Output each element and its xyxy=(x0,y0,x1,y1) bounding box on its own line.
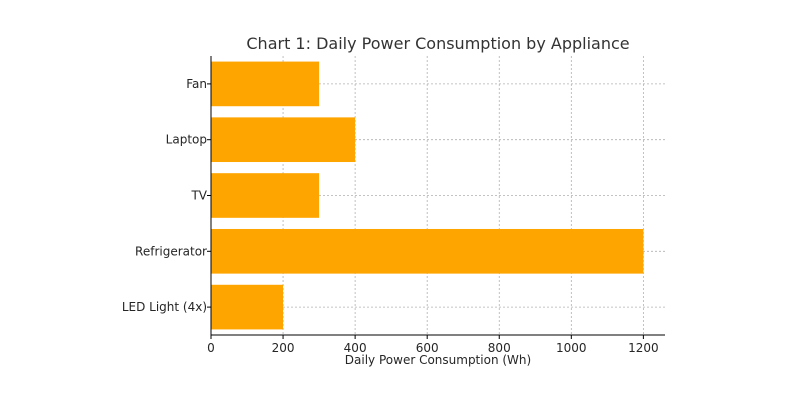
label-layer: 0 200 400 600 800 1000 1200 LED Light (4x) Refri… xyxy=(122,77,659,355)
y-tick-label: Laptop xyxy=(166,133,207,147)
y-tick-label: LED Light (4x) xyxy=(122,300,207,314)
bar xyxy=(211,117,356,163)
x-axis-label: Daily Power Consumption (Wh) xyxy=(345,353,531,367)
x-tick-label: 400 xyxy=(344,341,367,355)
x-tick-label: 1000 xyxy=(556,341,587,355)
chart-title: Chart 1: Daily Power Consumption by Appl… xyxy=(246,34,629,53)
y-tick-label: TV xyxy=(190,189,207,203)
x-tick-label: 600 xyxy=(416,341,439,355)
bar-layer xyxy=(211,61,644,330)
x-tick-label: 0 xyxy=(207,341,215,355)
y-tick-label: Fan xyxy=(186,77,207,91)
x-tick-label: 800 xyxy=(488,341,511,355)
axis-layer xyxy=(207,56,665,339)
bar xyxy=(211,61,320,107)
bar xyxy=(211,228,644,274)
y-tick-label: Refrigerator xyxy=(135,244,207,258)
bar xyxy=(211,173,320,218)
bar xyxy=(211,284,284,330)
x-tick-label: 200 xyxy=(272,341,295,355)
x-tick-label: 1200 xyxy=(628,341,659,355)
